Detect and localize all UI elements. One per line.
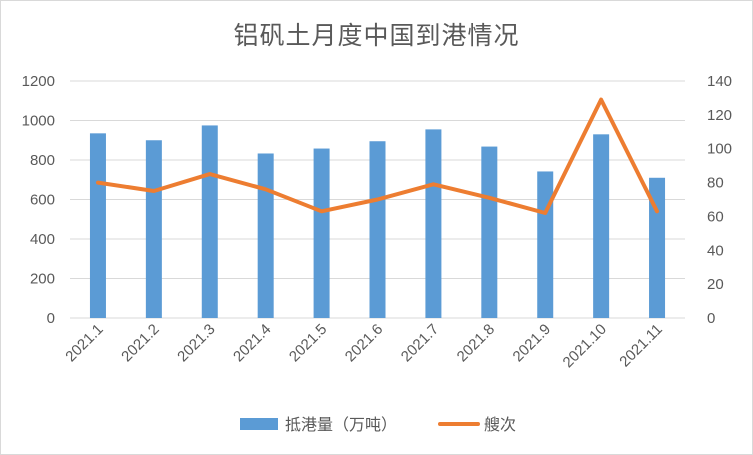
y-right-tick-label: 80 [707,175,724,192]
y-right-tick-label: 0 [707,310,715,327]
y-axis-right: 0 20 40 60 80 100 120 140 [707,73,732,327]
y-left-tick-label: 1000 [22,113,55,130]
x-tick-label: 2021.9 [510,321,554,365]
chart-title: 铝矾土月度中国到港情况 [233,21,520,50]
x-tick-label: 2021.2 [118,321,162,365]
line-series [96,97,659,215]
bar [593,134,610,318]
legend-swatch-bar [240,418,278,430]
y-left-tick-label: 200 [30,271,55,288]
y-left-tick-label: 1200 [22,73,55,90]
y-left-tick-label: 0 [47,310,55,327]
y-left-tick-label: 800 [30,152,55,169]
x-tick-label: 2021.6 [342,321,386,365]
y-right-tick-label: 40 [707,242,724,259]
bar [649,177,666,318]
bar [369,141,386,318]
bar [313,148,330,318]
bar [145,140,162,318]
y-left-tick-label: 600 [30,192,55,209]
y-right-tick-label: 140 [707,73,732,90]
x-tick-label: 2021.5 [286,321,330,365]
bar [537,171,554,318]
bar [481,146,498,318]
y-right-tick-label: 20 [707,276,724,293]
bar [425,129,442,318]
x-tick-label: 2021.10 [560,321,610,371]
legend-label-line: 艘次 [484,415,516,434]
y-left-tick-label: 400 [30,231,55,248]
y-axis-left: 0 200 400 600 800 1000 1200 [22,73,55,327]
x-tick-label: 2021.3 [174,321,218,365]
y-right-tick-label: 60 [707,208,724,225]
bar [257,153,274,318]
y-right-tick-label: 120 [707,107,732,124]
x-tick-label: 2021.8 [454,321,498,365]
bar-series [89,125,666,318]
x-tick-label: 2021.11 [616,321,666,371]
bar [89,133,106,318]
x-axis: 2021.1 2021.2 2021.3 2021.4 2021.5 2021.6 2021… [62,321,666,371]
legend-label-bar: 抵港量（万吨） [285,415,397,434]
legend: 抵港量（万吨） 艘次 [240,415,516,434]
bar [201,125,218,318]
series-line [96,97,659,215]
y-right-tick-label: 100 [707,141,732,158]
x-tick-label: 2021.7 [398,321,442,365]
x-tick-label: 2021.4 [230,321,274,365]
x-tick-label: 2021.1 [62,321,106,365]
